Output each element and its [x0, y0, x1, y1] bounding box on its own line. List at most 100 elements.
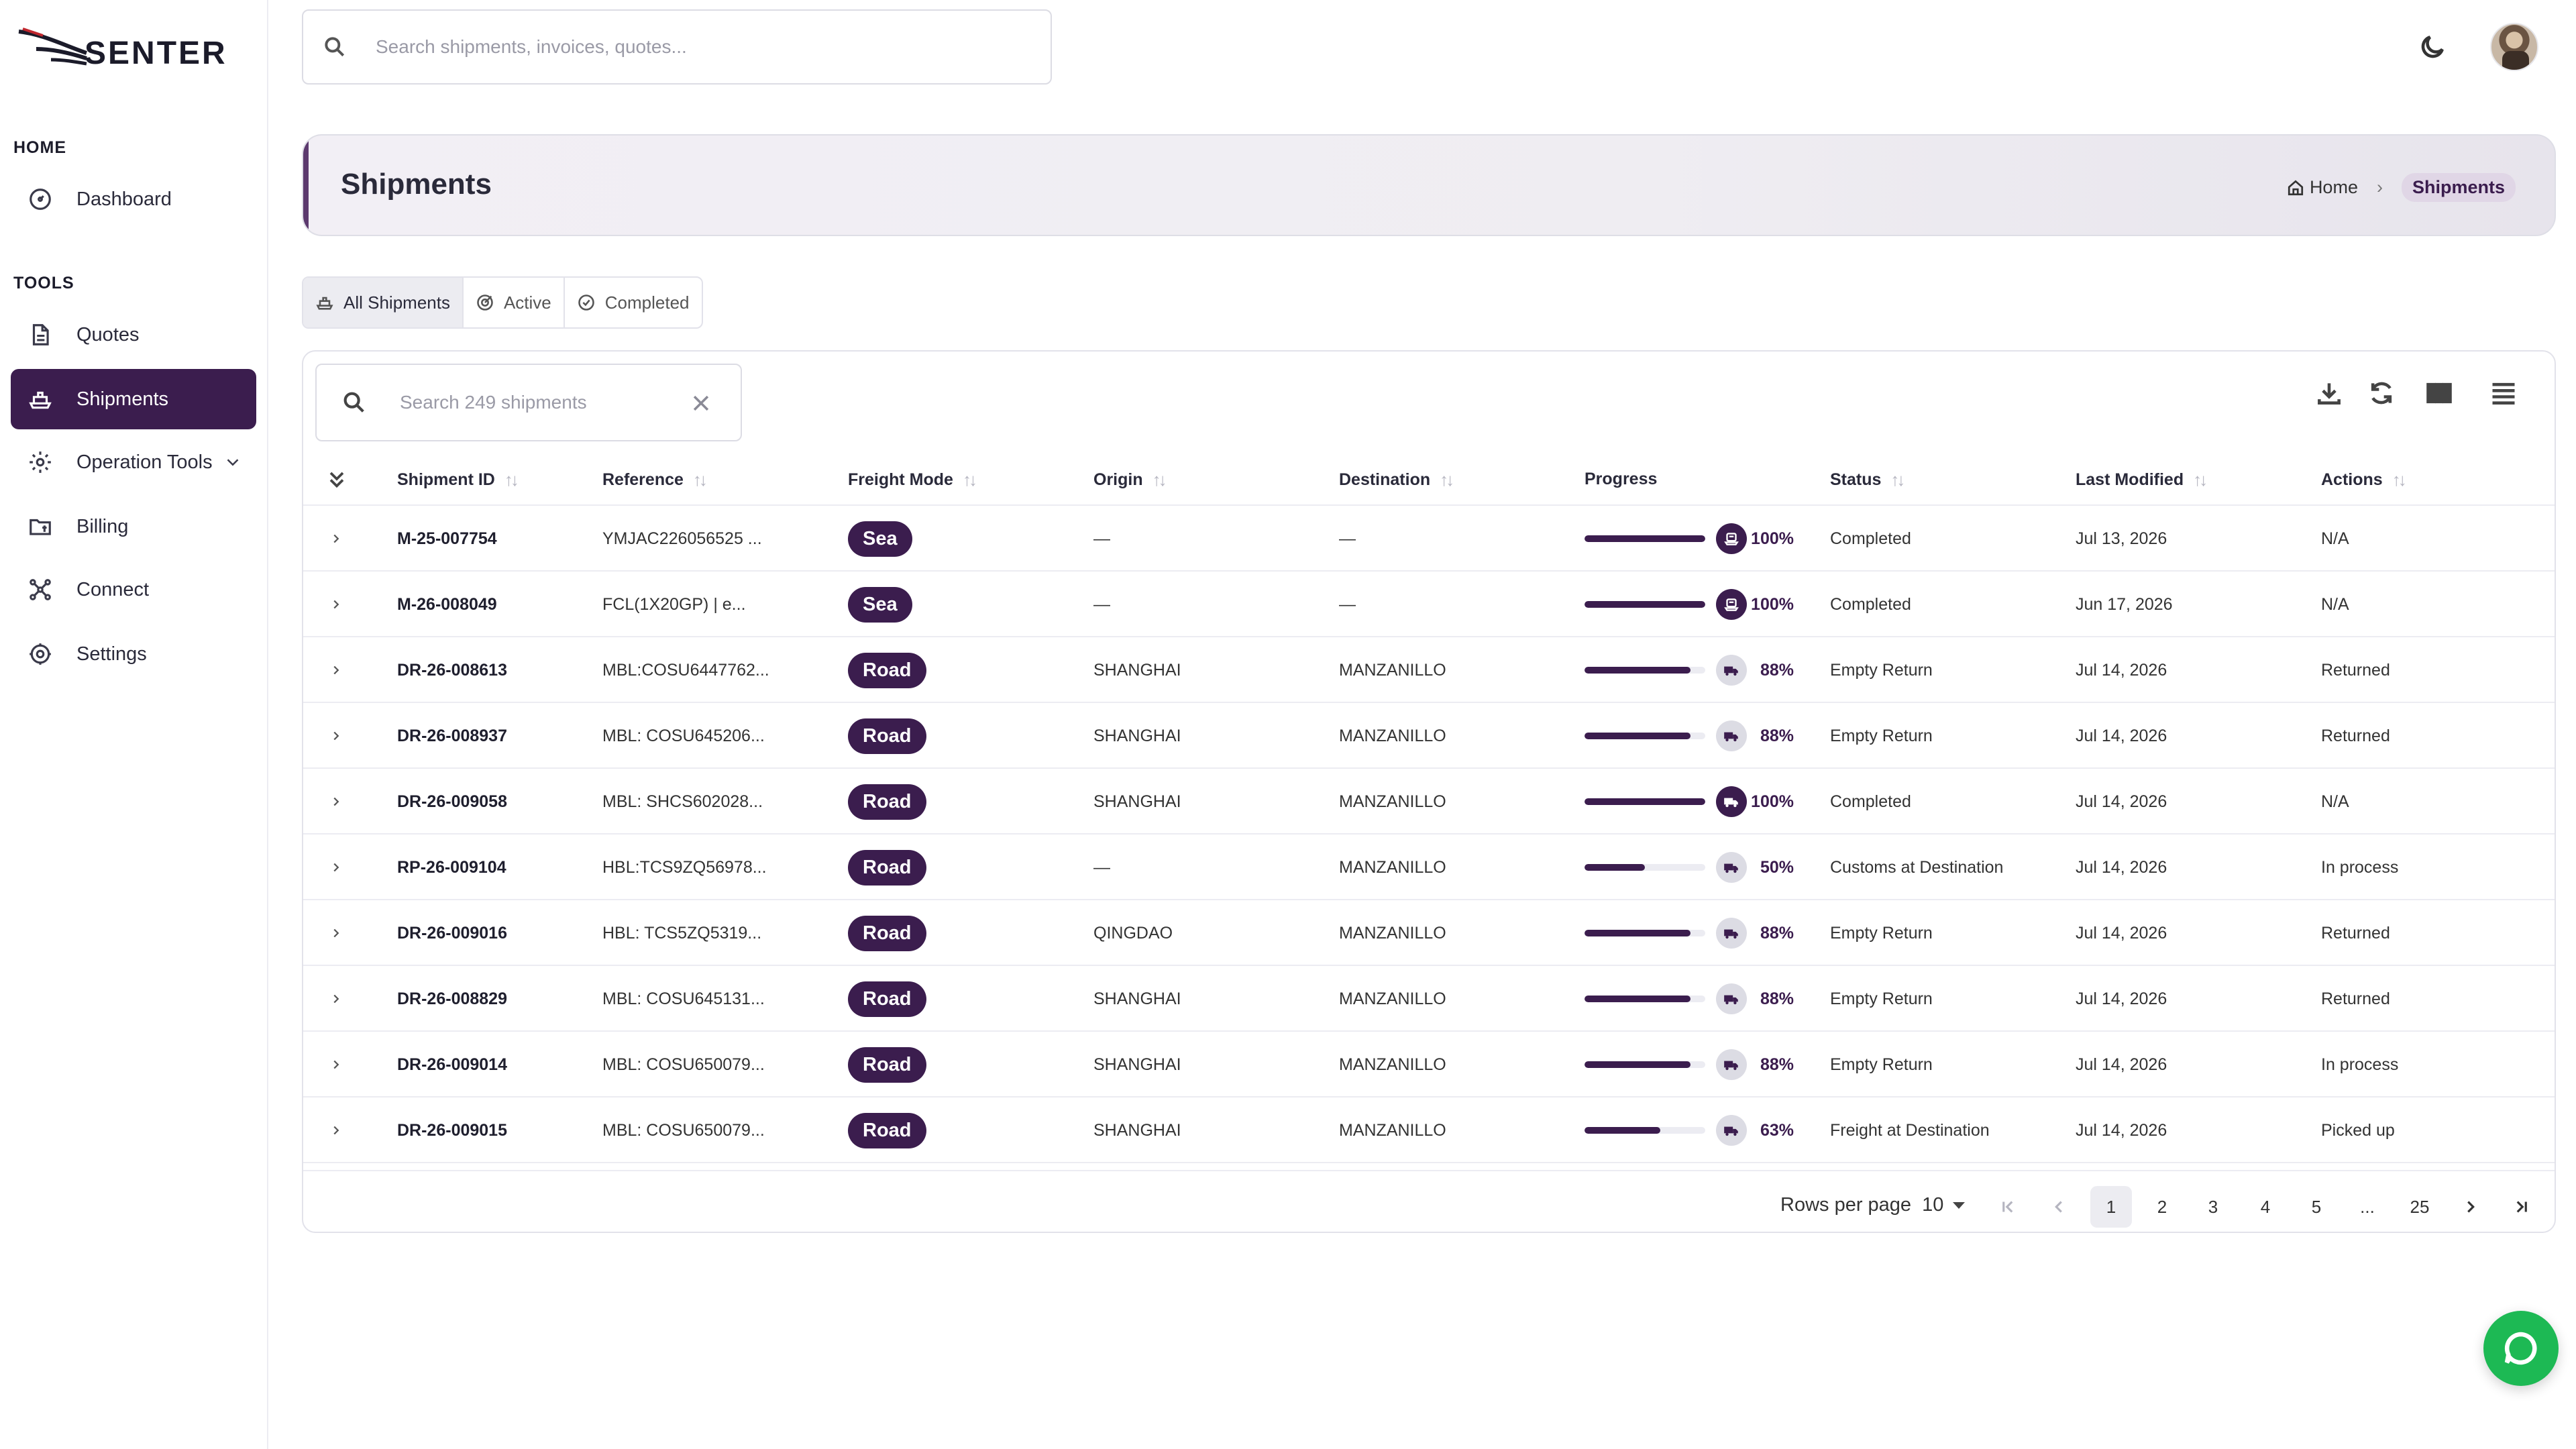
column-header-destination[interactable]: Destination ↑↓: [1339, 470, 1454, 490]
expand-row-button[interactable]: [329, 637, 346, 703]
page-button[interactable]: 3: [2208, 1196, 2218, 1217]
column-header-reference[interactable]: Reference ↑↓: [602, 470, 708, 490]
column-header-origin[interactable]: Origin ↑↓: [1093, 470, 1167, 490]
expand-row-button[interactable]: [329, 769, 346, 835]
last-page-button[interactable]: [2501, 1186, 2542, 1228]
expand-row-button[interactable]: [329, 1097, 346, 1163]
rows-per-page-select[interactable]: Rows per page 10: [1780, 1194, 1966, 1216]
page-button[interactable]: 1: [2090, 1186, 2132, 1228]
expand-row-button[interactable]: [329, 572, 346, 637]
table-row[interactable]: RP-26-009104 HBL:TCS9ZQ56978... Road — MANZA…: [303, 835, 2555, 900]
shipment-id[interactable]: M-26-008049: [397, 594, 497, 614]
shipment-id[interactable]: DR-26-009058: [397, 792, 507, 811]
column-label: Destination: [1339, 470, 1431, 489]
shipment-id[interactable]: DR-26-009015: [397, 1120, 507, 1140]
sidebar-item-connect[interactable]: Connect: [11, 559, 256, 620]
progress-percent: 100%: [1751, 792, 1794, 811]
expand-row-button[interactable]: [329, 1032, 346, 1097]
chat-button[interactable]: [2483, 1311, 2559, 1386]
status: Customs at Destination: [1830, 857, 2004, 877]
target-icon: [477, 294, 493, 311]
density-button[interactable]: [2489, 378, 2518, 408]
reference: HBL:TCS9ZQ56978...: [602, 857, 767, 877]
refresh-button[interactable]: [2367, 378, 2396, 408]
sidebar-item-settings[interactable]: Settings: [11, 624, 256, 684]
table-row[interactable]: M-26-008049 FCL(1X20GP) | e... Sea — — 100% Co…: [303, 572, 2555, 637]
shipment-id[interactable]: DR-26-008937: [397, 726, 507, 745]
origin: SHANGHAI: [1093, 660, 1181, 680]
first-page-button[interactable]: [1987, 1186, 2029, 1228]
truck-icon: [1716, 1115, 1747, 1146]
global-search[interactable]: [302, 9, 1052, 85]
shipment-id[interactable]: RP-26-009104: [397, 857, 506, 877]
action-status: Returned: [2321, 660, 2390, 680]
avatar[interactable]: [2490, 23, 2538, 71]
destination: MANZANILLO: [1339, 726, 1446, 745]
clear-search-icon[interactable]: [690, 392, 712, 415]
column-header-freight-mode[interactable]: Freight Mode ↑↓: [848, 470, 977, 490]
expand-row-button[interactable]: [329, 900, 346, 966]
table-row[interactable]: DR-26-008829 MBL: COSU645131... Road SHANGH…: [303, 966, 2555, 1032]
sidebar-item-dashboard[interactable]: Dashboard: [11, 169, 256, 229]
destination: —: [1339, 594, 1356, 614]
next-page-button[interactable]: [2450, 1186, 2491, 1228]
tab-completed[interactable]: Completed: [565, 278, 702, 327]
sidebar-item-operation-tools[interactable]: Operation Tools: [11, 432, 256, 492]
sidebar-item-quotes[interactable]: Quotes: [11, 305, 256, 365]
shipment-id[interactable]: M-25-007754: [397, 529, 497, 548]
ship-icon: [1716, 523, 1747, 554]
folder-dollar-icon: [27, 513, 54, 540]
page-button[interactable]: 4: [2260, 1196, 2271, 1217]
shipment-id[interactable]: DR-26-008829: [397, 989, 507, 1008]
expand-row-button[interactable]: [329, 703, 346, 769]
page-button[interactable]: 5: [2311, 1196, 2322, 1217]
table-row[interactable]: DR-26-009015 MBL: COSU650079... Road SHANGH…: [303, 1097, 2555, 1163]
last-modified: Jul 14, 2026: [2076, 660, 2167, 680]
prev-page-button[interactable]: [2038, 1186, 2080, 1228]
sidebar-item-billing[interactable]: Billing: [11, 496, 256, 557]
theme-toggle-button[interactable]: [2418, 32, 2447, 62]
table-row[interactable]: DR-26-009014 MBL: COSU650079... Road SHANGH…: [303, 1032, 2555, 1097]
tab-all-shipments[interactable]: All Shipments: [303, 278, 464, 327]
brand-logo[interactable]: SENTER: [16, 24, 227, 72]
moon-icon: [2421, 36, 2444, 58]
expand-all-button[interactable]: [325, 466, 349, 492]
last-page-icon: [2516, 1201, 2527, 1213]
table-row[interactable]: DR-26-008613 MBL:COSU6447762... Road SHANGH…: [303, 637, 2555, 703]
table-row[interactable]: DR-26-009016 HBL: TCS5ZQ5319... Road QINGDA…: [303, 900, 2555, 966]
column-header-status[interactable]: Status ↑↓: [1830, 470, 1905, 490]
expand-row-button[interactable]: [329, 506, 346, 572]
column-header-actions[interactable]: Actions ↑↓: [2321, 470, 2407, 490]
table-row[interactable]: DR-26-008937 MBL: COSU645206... Road SHANGH…: [303, 703, 2555, 769]
page-button[interactable]: 25: [2410, 1196, 2430, 1217]
download-button[interactable]: [2314, 378, 2344, 408]
progress-bar: [1585, 930, 1705, 936]
table-row[interactable]: DR-26-009058 MBL: SHCS602028... Road SHANGH…: [303, 769, 2555, 835]
tab-active[interactable]: Active: [464, 278, 565, 327]
table-search-input[interactable]: [400, 392, 668, 413]
global-search-input[interactable]: [376, 36, 979, 58]
column-header-last-modified[interactable]: Last Modified ↑↓: [2076, 470, 2208, 490]
shipment-id[interactable]: DR-26-009016: [397, 923, 507, 943]
page-button[interactable]: 2: [2157, 1196, 2167, 1217]
sidebar-item-shipments[interactable]: Shipments: [11, 369, 256, 429]
shipment-id[interactable]: DR-26-008613: [397, 660, 507, 680]
freight-mode-cell: Sea: [848, 506, 912, 572]
expand-row-button[interactable]: [329, 966, 346, 1032]
sidebar-item-label: Billing: [76, 515, 129, 537]
chevron-right-icon: [333, 994, 339, 1004]
chevron-right-icon: [333, 1126, 339, 1135]
columns-button[interactable]: [2424, 378, 2454, 408]
chevron-down-icon[interactable]: [223, 452, 243, 472]
table-search[interactable]: [315, 364, 742, 441]
column-header-shipment-id[interactable]: Shipment ID ↑↓: [397, 470, 519, 490]
destination: MANZANILLO: [1339, 857, 1446, 877]
table-row[interactable]: M-25-007754 YMJAC226056525 ... Sea — — 100% Co…: [303, 506, 2555, 572]
shipment-id[interactable]: DR-26-009014: [397, 1055, 507, 1074]
breadcrumb-home[interactable]: Home: [2309, 177, 2358, 197]
freight-mode-cell: Road: [848, 703, 926, 769]
sidebar-item-label: Settings: [76, 643, 147, 665]
expand-row-button[interactable]: [329, 835, 346, 900]
progress-cell: 88%: [1585, 637, 1794, 703]
last-modified: Jul 14, 2026: [2076, 726, 2167, 745]
